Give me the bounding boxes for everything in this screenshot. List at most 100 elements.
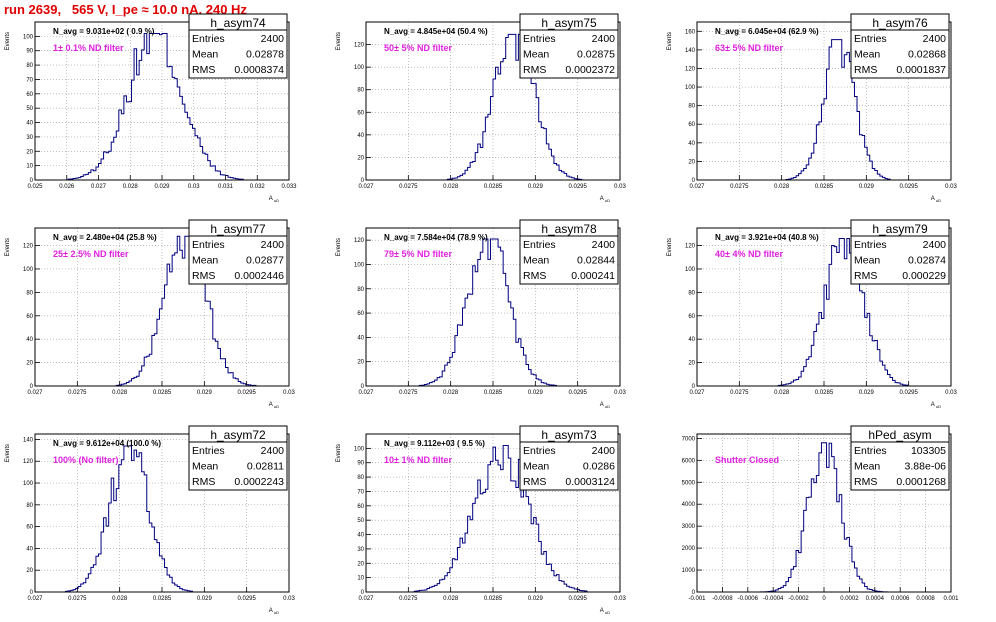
- stats-value-entries: 2400: [923, 33, 947, 45]
- y-tick-label: 20: [357, 360, 364, 366]
- x-tick-label: 0.03: [614, 184, 626, 190]
- y-tick-label: 4000: [682, 502, 696, 508]
- x-tick-label: 0.029: [528, 596, 544, 602]
- stats-box: [850, 13, 950, 79]
- x-tick-label: 0.03: [188, 184, 200, 190]
- x-tick-label: 0.027: [358, 596, 374, 602]
- stats-label-mean: Mean: [854, 461, 880, 473]
- x-tick-label: 0.0295: [899, 390, 918, 396]
- y-tick-label: 3000: [682, 524, 696, 530]
- stats-value-rms: 0.000241: [571, 270, 615, 282]
- y-tick-label: 120: [685, 244, 696, 250]
- y-axis-label: Events: [336, 32, 342, 50]
- stats-value-mean: 0.02877: [246, 255, 284, 267]
- n-avg-label: N_avg = 9.112e+03 ( 9.5 %): [384, 439, 485, 448]
- x-tick-label: 0.0275: [68, 596, 87, 602]
- y-axis-label: Events: [336, 238, 342, 256]
- stats-value-entries: 2400: [592, 33, 616, 45]
- stats-label-entries: Entries: [523, 239, 556, 251]
- y-tick-label: 20: [357, 155, 364, 161]
- histogram-name: h_asym72: [210, 428, 266, 442]
- stats-value-rms: 0.0001837: [896, 64, 946, 76]
- y-tick-label: 30: [357, 547, 364, 553]
- y-tick-label: 60: [26, 525, 33, 531]
- x-tick-label: 0.0285: [153, 596, 172, 602]
- x-tick-label: 0.001: [943, 596, 959, 602]
- x-tick-label: 0.0285: [484, 184, 503, 190]
- stats-label-rms: RMS: [523, 476, 546, 488]
- histogram-name: h_asym77: [210, 222, 266, 236]
- stats-label-mean: Mean: [854, 49, 880, 61]
- x-tick-label: 0.027: [689, 184, 705, 190]
- stats-box: [519, 13, 619, 79]
- y-tick-label: 40: [688, 337, 695, 343]
- x-tick-label: 0.03: [283, 390, 295, 396]
- y-tick-label: 120: [354, 43, 365, 49]
- x-tick-label: 0.0275: [730, 184, 749, 190]
- x-tick-label: 0.028: [443, 596, 459, 602]
- x-axis-label: A uD: [600, 608, 610, 615]
- x-tick-label: 0.029: [859, 390, 875, 396]
- y-tick-label: 20: [26, 361, 33, 367]
- stats-value-mean: 0.02868: [908, 49, 946, 61]
- x-tick-label: 0.028: [112, 596, 128, 602]
- n-avg-label: N_avg = 3.921e+04 (40.8 %): [715, 233, 819, 242]
- y-tick-label: 60: [26, 314, 33, 320]
- y-tick-label: 90: [357, 461, 364, 467]
- stats-label-entries: Entries: [854, 445, 887, 457]
- y-tick-label: 60: [688, 122, 695, 128]
- y-tick-label: 40: [26, 121, 33, 127]
- x-axis-label: A uD: [931, 402, 941, 409]
- y-tick-label: 0: [361, 590, 365, 596]
- x-axis-label: A uD: [269, 196, 279, 203]
- y-axis-label: Events: [336, 444, 342, 462]
- stats-value-entries: 2400: [261, 239, 285, 251]
- y-tick-label: 60: [357, 110, 364, 116]
- stats-value-rms: 0.0002372: [565, 64, 615, 76]
- histogram-line: [366, 444, 620, 593]
- y-tick-label: 80: [357, 88, 364, 94]
- x-tick-label: 0.0275: [399, 390, 418, 396]
- histogram-name: h_asym79: [872, 222, 928, 236]
- stats-value-rms: 0.0001268: [896, 476, 946, 488]
- filter-label: 50± 5% ND filter: [384, 43, 452, 53]
- y-tick-label: 40: [357, 133, 364, 139]
- x-tick-label: 0.03: [614, 390, 626, 396]
- stats-label-rms: RMS: [854, 64, 877, 76]
- stats-label-entries: Entries: [192, 33, 225, 45]
- x-tick-label: 0.0285: [484, 390, 503, 396]
- stats-label-entries: Entries: [854, 33, 887, 45]
- y-tick-label: 100: [354, 446, 365, 452]
- y-tick-label: 80: [357, 475, 364, 481]
- stats-value-entries: 2400: [592, 445, 616, 457]
- y-axis-label: Events: [667, 32, 673, 50]
- y-tick-label: 90: [26, 49, 33, 55]
- histogram-panel: 0.025 0.026 0.027 0.028 0.029 0.03 0.031 0.032 0…: [5, 13, 297, 203]
- x-tick-label: 0.027: [27, 390, 43, 396]
- histogram-panel: 0.027 0.0275 0.028 0.0285 0.029 0.0295 0.03 0 20…: [667, 13, 957, 203]
- x-tick-label: 0.033: [281, 184, 297, 190]
- filter-label: 79± 5% ND filter: [384, 249, 452, 259]
- y-tick-label: 60: [688, 314, 695, 320]
- x-tick-label: 0.0285: [484, 596, 503, 602]
- stats-label-rms: RMS: [523, 64, 546, 76]
- y-tick-label: 10: [26, 164, 33, 170]
- stats-label-rms: RMS: [192, 64, 215, 76]
- x-tick-label: 0.0002: [840, 596, 859, 602]
- y-tick-label: 7000: [682, 436, 696, 442]
- x-tick-label: 0.0008: [916, 596, 935, 602]
- x-tick-label: 0.029: [197, 596, 213, 602]
- stats-value-mean: 3.88e-06: [905, 461, 947, 473]
- stats-label-mean: Mean: [192, 49, 218, 61]
- x-tick-label: 0.027: [358, 184, 374, 190]
- x-tick-label: 0.0295: [899, 184, 918, 190]
- x-tick-label: -0.001: [688, 596, 706, 602]
- stats-label-entries: Entries: [192, 239, 225, 251]
- x-tick-label: 0.0275: [399, 184, 418, 190]
- histogram-panel: 0.027 0.0275 0.028 0.0285 0.029 0.0295 0.03 0 20…: [667, 219, 957, 409]
- x-tick-label: 0.0275: [68, 390, 87, 396]
- y-tick-label: 6000: [682, 458, 696, 464]
- y-tick-label: 100: [23, 267, 34, 273]
- stats-box: [850, 425, 950, 491]
